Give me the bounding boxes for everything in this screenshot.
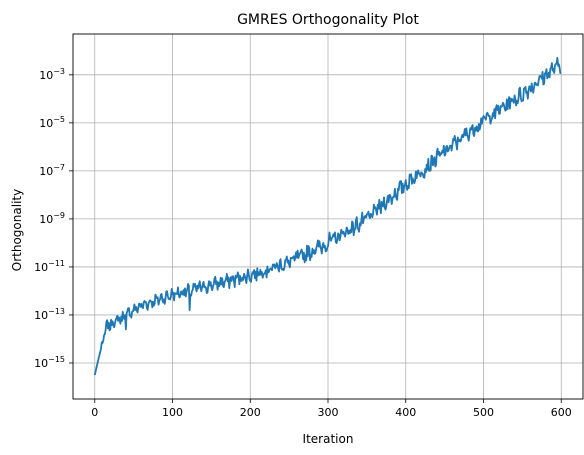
y-axis-label: Orthogonality <box>10 189 24 271</box>
y-tick-label: 10−13 <box>34 307 65 322</box>
y-tick-label: 10−7 <box>39 163 65 178</box>
x-tick-label: 400 <box>395 406 416 419</box>
x-tick-label: 600 <box>551 406 572 419</box>
x-tick-label: 300 <box>318 406 339 419</box>
x-tick-label: 500 <box>473 406 494 419</box>
y-tick-label: 10−9 <box>39 211 65 226</box>
y-tick-label: 10−15 <box>34 355 65 370</box>
x-tick-label: 200 <box>240 406 261 419</box>
x-axis-label: Iteration <box>303 432 354 446</box>
y-tick-label: 10−11 <box>34 259 65 274</box>
x-tick-label: 0 <box>91 406 98 419</box>
y-axis-ticks: 10−15 10−13 10−11 10−9 10−7 10−5 10−3 <box>34 67 73 370</box>
x-tick-label: 100 <box>162 406 183 419</box>
y-tick-label: 10−3 <box>39 67 65 82</box>
y-tick-label: 10−5 <box>39 115 65 130</box>
x-axis-ticks: 0 100 200 300 400 500 600 <box>91 399 572 419</box>
grid <box>73 34 583 399</box>
series-line-orthogonality <box>93 56 562 376</box>
chart-title: GMRES Orthogonality Plot <box>237 12 419 28</box>
